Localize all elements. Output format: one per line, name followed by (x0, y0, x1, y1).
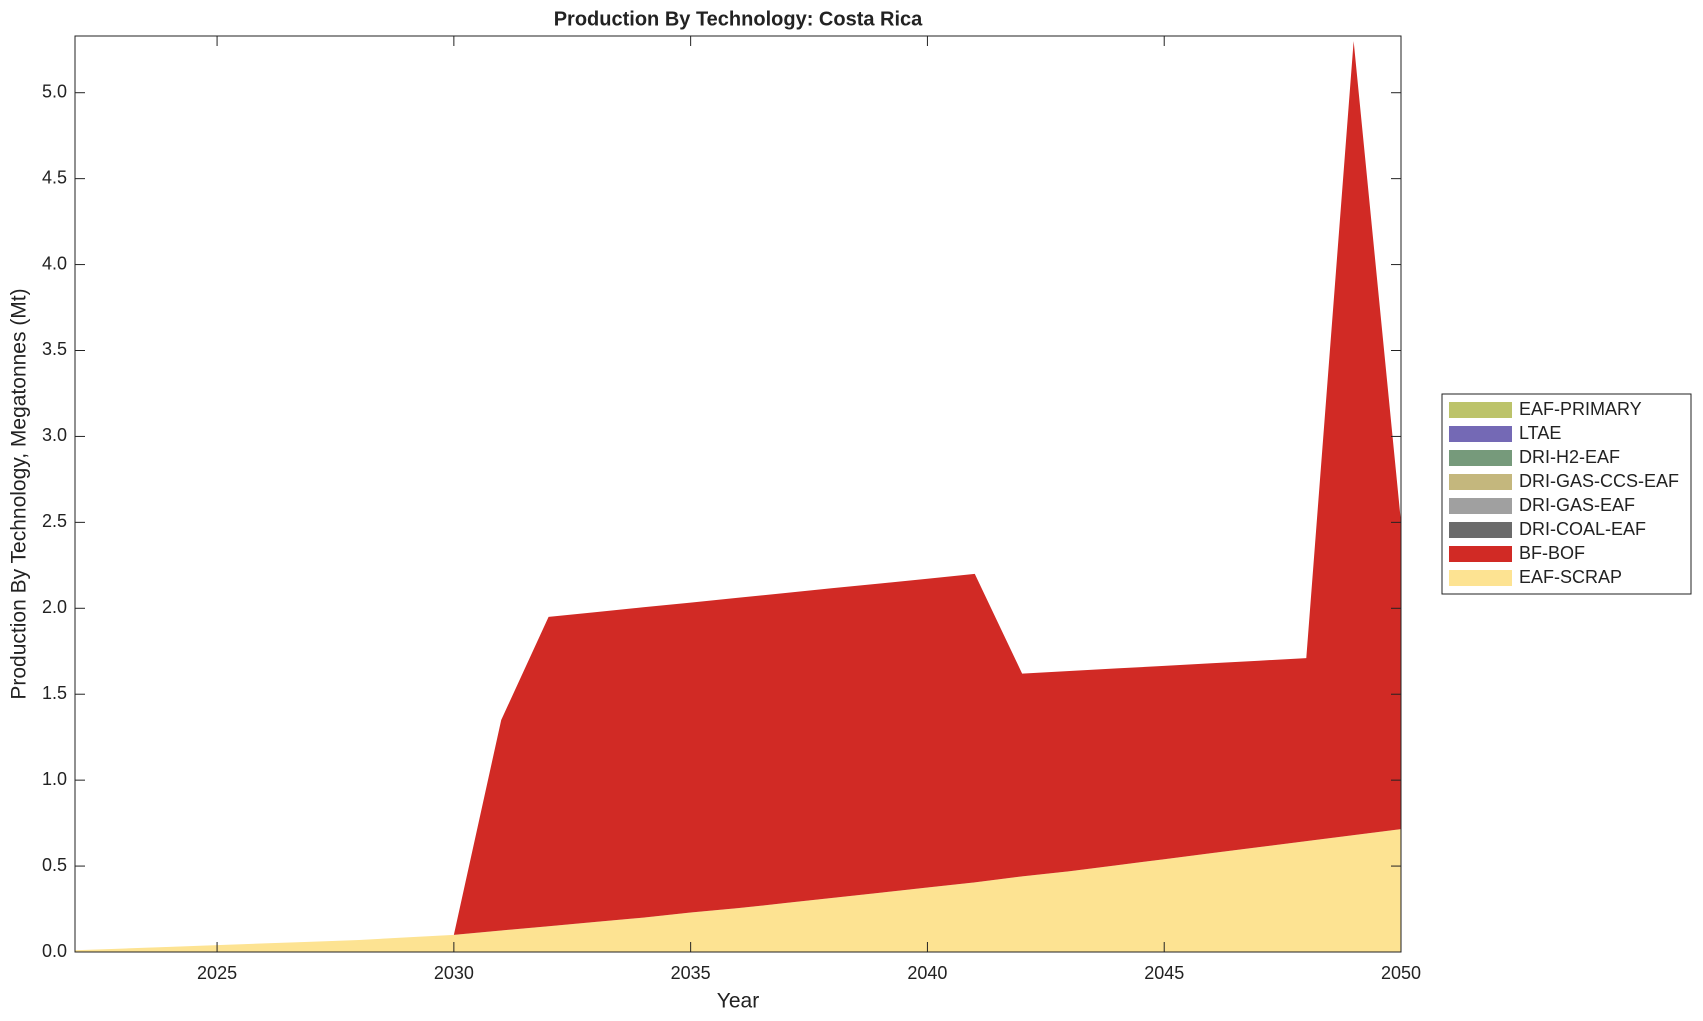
legend-label: EAF-PRIMARY (1519, 399, 1642, 419)
y-tick-label: 2.5 (42, 511, 67, 531)
legend-swatch (1449, 450, 1512, 466)
legend-label: DRI-COAL-EAF (1519, 519, 1646, 539)
y-tick-label: 3.0 (42, 425, 67, 445)
y-axis-label: Production By Technology, Megatonnes (Mt… (8, 288, 31, 699)
x-tick-label: 2045 (1144, 963, 1184, 983)
y-tick-label: 1.5 (42, 683, 67, 703)
area (75, 41, 1401, 951)
area (75, 829, 1401, 952)
legend-swatch (1449, 570, 1512, 586)
y-tick-label: 4.0 (42, 253, 67, 273)
legend-label: DRI-GAS-EAF (1519, 495, 1635, 515)
chart-title: Production By Technology: Costa Rica (554, 8, 923, 30)
legend-swatch (1449, 426, 1512, 442)
y-tick-label: 1.0 (42, 769, 67, 789)
legend-label: EAF-SCRAP (1519, 567, 1622, 587)
y-tick-label: 0.0 (42, 941, 67, 961)
legend-swatch (1449, 546, 1512, 562)
legend-swatch (1449, 522, 1512, 538)
y-tick-label: 5.0 (42, 81, 67, 101)
legend-label: BF-BOF (1519, 543, 1585, 563)
x-tick-label: 2050 (1381, 963, 1421, 983)
x-tick-label: 2040 (907, 963, 947, 983)
y-tick-label: 4.5 (42, 167, 67, 187)
x-tick-label: 2035 (671, 963, 711, 983)
x-tick-label: 2025 (197, 963, 237, 983)
plot-frame (74, 35, 1402, 953)
legend-label: DRI-GAS-CCS-EAF (1519, 471, 1679, 491)
y-tick-label: 0.5 (42, 855, 67, 875)
x-tick-label: 2030 (434, 963, 474, 983)
legend-swatch (1449, 474, 1512, 490)
legend-label: DRI-H2-EAF (1519, 447, 1620, 467)
y-tick-label: 2.0 (42, 597, 67, 617)
y-tick-label: 3.5 (42, 339, 67, 359)
legend-swatch (1449, 498, 1512, 514)
legend-swatch (1449, 402, 1512, 418)
legend-label: LTAE (1519, 423, 1561, 443)
x-axis-label: Year (717, 990, 759, 1013)
